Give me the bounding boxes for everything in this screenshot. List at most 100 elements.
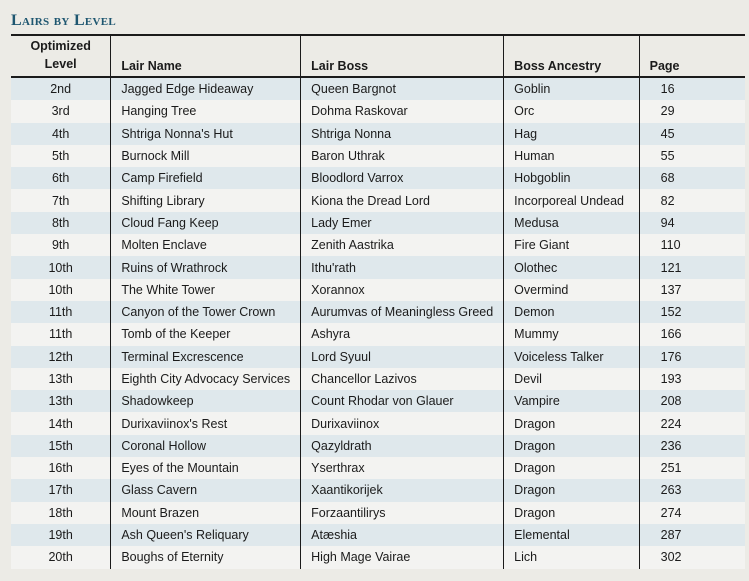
table-row: 12th Terminal Excrescence Lord Syuul Voicel… xyxy=(11,345,745,368)
cell-lair-boss: Zenith Aastrika xyxy=(300,234,505,257)
table-row: 7th Shifting Library Kiona the Dread Lord I… xyxy=(11,189,745,212)
cell-page: 208 xyxy=(639,390,745,413)
cell-page: 29 xyxy=(639,100,745,123)
cell-page: 121 xyxy=(639,256,745,279)
table-row: 15th Coronal Hollow Qazyldrath Dragon 236 xyxy=(11,434,745,458)
cell-boss-ancestry: Olothec xyxy=(503,256,640,279)
cell-lair-boss: Shtriga Nonna xyxy=(300,122,505,145)
cell-boss-ancestry: Dragon xyxy=(503,412,640,435)
table-row: 13th Eighth City Advocacy Services Chancel… xyxy=(11,367,745,391)
cell-lair-name: Hanging Tree xyxy=(110,100,302,123)
cell-level: 11th xyxy=(11,323,112,346)
cell-level: 7th xyxy=(11,189,112,212)
cell-page: 45 xyxy=(639,122,745,145)
cell-lair-name: Camp Firefield xyxy=(110,167,302,190)
cell-page: 224 xyxy=(639,412,745,435)
lairs-table: Optimized Level Lair Name Lair Boss Boss… xyxy=(11,34,745,569)
cell-lair-boss: Aurumvas of Meaningless Greed xyxy=(300,300,505,324)
cell-boss-ancestry: Dragon xyxy=(503,434,640,458)
cell-lair-name: Durixaviinox's Rest xyxy=(110,412,302,435)
cell-lair-boss: Xorannox xyxy=(300,278,505,301)
cell-lair-name: Jagged Edge Hideaway xyxy=(110,77,302,101)
cell-boss-ancestry: Lich xyxy=(503,546,640,569)
header-level-line2: Level xyxy=(44,57,77,71)
cell-lair-boss: Forzaantilirys xyxy=(300,501,505,524)
cell-lair-boss: High Mage Vairae xyxy=(300,546,505,569)
cell-lair-name: The White Tower xyxy=(110,278,302,301)
table-row: 4th Shtriga Nonna's Hut Shtriga Nonna Hag 45 xyxy=(11,122,745,145)
table-row: 2nd Jagged Edge Hideaway Queen Bargnot Gobl… xyxy=(11,77,745,101)
table-row: 5th Burnock Mill Baron Uthrak Human 55 xyxy=(11,144,745,168)
table-row: 11th Tomb of the Keeper Ashyra Mummy 166 xyxy=(11,323,745,346)
cell-level: 20th xyxy=(11,546,112,569)
cell-lair-name: Shifting Library xyxy=(110,189,302,212)
table-row: 19th Ash Queen's Reliquary Atæshia Elementa… xyxy=(11,523,745,547)
cell-lair-name: Tomb of the Keeper xyxy=(110,323,302,346)
cell-lair-name: Glass Cavern xyxy=(110,479,302,502)
cell-lair-boss: Xaantikorijek xyxy=(300,479,505,502)
table-header: Optimized Level Lair Name Lair Boss Boss… xyxy=(11,34,745,78)
table-title: Lairs by Level xyxy=(11,12,117,29)
cell-boss-ancestry: Dragon xyxy=(503,479,640,502)
cell-lair-name: Shadowkeep xyxy=(110,390,302,413)
cell-page: 302 xyxy=(639,546,745,569)
cell-boss-ancestry: Mummy xyxy=(503,323,640,346)
table-row: 16th Eyes of the Mountain Yserthrax Dragon 2… xyxy=(11,457,745,480)
cell-page: 110 xyxy=(639,234,745,257)
cell-page: 263 xyxy=(639,479,745,502)
cell-level: 10th xyxy=(11,278,112,301)
cell-level: 13th xyxy=(11,367,112,391)
cell-lair-name: Burnock Mill xyxy=(110,144,302,168)
cell-lair-name: Molten Enclave xyxy=(110,234,302,257)
cell-page: 68 xyxy=(639,167,745,190)
cell-boss-ancestry: Human xyxy=(503,144,640,168)
cell-boss-ancestry: Medusa xyxy=(503,211,640,235)
cell-page: 16 xyxy=(639,77,745,101)
cell-boss-ancestry: Demon xyxy=(503,300,640,324)
cell-boss-ancestry: Hobgoblin xyxy=(503,167,640,190)
cell-boss-ancestry: Fire Giant xyxy=(503,234,640,257)
cell-level: 15th xyxy=(11,434,112,458)
cell-boss-ancestry: Elemental xyxy=(503,523,640,547)
cell-level: 6th xyxy=(11,167,112,190)
cell-level: 4th xyxy=(11,122,112,145)
cell-boss-ancestry: Hag xyxy=(503,122,640,145)
table-row: 14th Durixaviinox's Rest Durixaviinox Drago… xyxy=(11,412,745,435)
cell-lair-boss: Chancellor Lazivos xyxy=(300,367,505,391)
cell-lair-name: Eighth City Advocacy Services xyxy=(110,367,302,391)
cell-lair-boss: Dohma Raskovar xyxy=(300,100,505,123)
cell-lair-boss: Queen Bargnot xyxy=(300,77,505,101)
cell-level: 3rd xyxy=(11,100,112,123)
cell-level: 17th xyxy=(11,479,112,502)
cell-lair-boss: Qazyldrath xyxy=(300,434,505,458)
table-row: 8th Cloud Fang Keep Lady Emer Medusa 94 xyxy=(11,211,745,235)
cell-lair-name: Coronal Hollow xyxy=(110,434,302,458)
cell-boss-ancestry: Orc xyxy=(503,100,640,123)
cell-lair-name: Canyon of the Tower Crown xyxy=(110,300,302,324)
cell-lair-boss: Baron Uthrak xyxy=(300,144,505,168)
cell-page: 193 xyxy=(639,367,745,391)
table-row: 13th Shadowkeep Count Rhodar von Glauer Vam… xyxy=(11,390,745,413)
header-lair-name: Lair Name xyxy=(110,34,302,78)
header-page: Page xyxy=(639,34,745,78)
cell-lair-name: Shtriga Nonna's Hut xyxy=(110,122,302,145)
cell-boss-ancestry: Vampire xyxy=(503,390,640,413)
table-row: 17th Glass Cavern Xaantikorijek Dragon 263 xyxy=(11,479,745,502)
cell-lair-boss: Lady Emer xyxy=(300,211,505,235)
cell-level: 18th xyxy=(11,501,112,524)
cell-boss-ancestry: Goblin xyxy=(503,77,640,101)
cell-page: 236 xyxy=(639,434,745,458)
cell-boss-ancestry: Dragon xyxy=(503,457,640,480)
table-row: 6th Camp Firefield Bloodlord Varrox Hobgobl… xyxy=(11,167,745,190)
cell-level: 8th xyxy=(11,211,112,235)
cell-lair-boss: Lord Syuul xyxy=(300,345,505,368)
table-row: 10th The White Tower Xorannox Overmind 137 xyxy=(11,278,745,301)
cell-level: 11th xyxy=(11,300,112,324)
cell-lair-boss: Yserthrax xyxy=(300,457,505,480)
cell-level: 16th xyxy=(11,457,112,480)
cell-lair-name: Ruins of Wrathrock xyxy=(110,256,302,279)
header-level: Optimized Level xyxy=(11,34,112,78)
cell-page: 55 xyxy=(639,144,745,168)
cell-page: 251 xyxy=(639,457,745,480)
cell-page: 287 xyxy=(639,523,745,547)
